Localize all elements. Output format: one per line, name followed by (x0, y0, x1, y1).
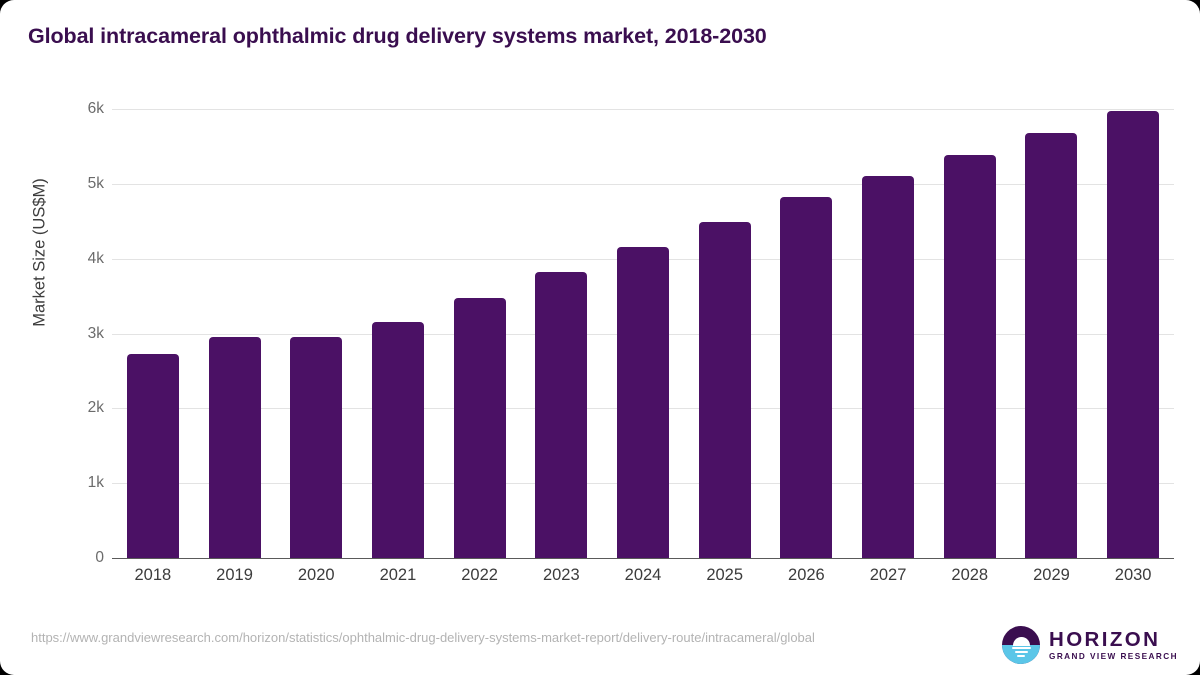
page-title: Global intracameral ophthalmic drug deli… (28, 24, 767, 48)
x-tick-2029: 2029 (1033, 566, 1070, 584)
y-tick-1k: 1k (87, 474, 104, 492)
x-tick-2018: 2018 (134, 566, 172, 584)
y-tick-4k: 4k (87, 249, 104, 267)
bar-2020[interactable] (290, 336, 343, 558)
bar-2028[interactable] (943, 155, 996, 558)
logo-text: HORIZON GRAND VIEW RESEARCH (1049, 629, 1178, 662)
x-tick-2019: 2019 (216, 566, 253, 584)
x-tick-2022: 2022 (461, 566, 498, 584)
y-tick-6k: 6k (87, 100, 104, 117)
gridline-6k (112, 109, 1174, 110)
x-tick-2020: 2020 (297, 566, 335, 584)
logo-tagline: GRAND VIEW RESEARCH (1049, 651, 1178, 661)
bar-2021[interactable] (371, 322, 424, 558)
y-tick-3k: 3k (87, 324, 104, 342)
x-tick-2026: 2026 (788, 566, 825, 584)
bar-2019[interactable] (208, 337, 261, 558)
bar-2029[interactable] (1025, 132, 1078, 558)
horizon-logo: HORIZON GRAND VIEW RESEARCH (1002, 626, 1178, 664)
horizon-sun-icon (1002, 626, 1040, 664)
logo-title: HORIZON (1049, 627, 1161, 651)
bar-2026[interactable] (780, 197, 833, 558)
x-tick-2024: 2024 (624, 566, 662, 584)
gridline-0 (112, 558, 1174, 560)
x-tick-2025: 2025 (706, 566, 744, 584)
gridline-5k (112, 183, 1174, 185)
y-axis-title: Market Size (US$M) (30, 178, 49, 327)
x-tick-2030: 2030 (1114, 566, 1152, 584)
chart-plot-area: Market Size (US$M) 0 1k 2k 3k 4k 5k 6k 2018 201… (30, 0, 1174, 610)
bar-series (112, 0, 1174, 610)
y-tick-5k: 5k (87, 174, 104, 192)
source-url[interactable]: https://www.grandviewresearch.com/horizo… (31, 630, 815, 645)
bar-2030[interactable] (1107, 111, 1160, 558)
bar-2018[interactable] (126, 353, 179, 558)
x-tick-2021: 2021 (379, 566, 417, 584)
x-tick-2028: 2028 (951, 566, 989, 584)
x-axis-tick-labels: 2018 2019 2020 2021 2022 2023 2024 2025 2026 2027… (112, 566, 1174, 596)
y-tick-0: 0 (95, 549, 104, 566)
x-tick-2027: 2027 (869, 566, 907, 584)
y-axis-tick-labels: 0 1k 2k 3k 4k 5k 6k (58, 0, 104, 610)
x-tick-2023: 2023 (542, 566, 580, 584)
bar-2024[interactable] (617, 247, 669, 558)
bar-2025[interactable] (698, 222, 751, 558)
y-tick-2k: 2k (87, 399, 104, 417)
bar-2027[interactable] (862, 175, 915, 558)
bar-2022[interactable] (453, 297, 506, 558)
bar-2023[interactable] (535, 272, 588, 558)
chart-footer: https://www.grandviewresearch.com/horizo… (0, 620, 1200, 675)
